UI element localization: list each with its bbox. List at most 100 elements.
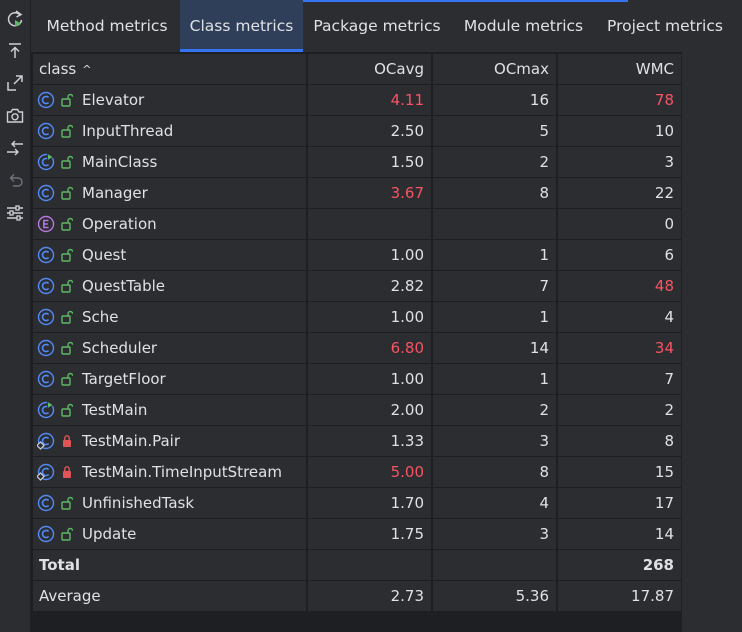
ocavg-cell: 2.50 <box>308 116 431 146</box>
class-cell: MainClass <box>33 147 306 177</box>
ocavg-value: 1.00 <box>390 370 424 388</box>
ocavg-cell: 1.00 <box>308 302 431 332</box>
class-cell: Sche <box>33 302 306 332</box>
table-row[interactable]: TestMain 2.00 2 2 <box>31 395 682 425</box>
ocmax-cell: 1 <box>433 302 556 332</box>
table-row[interactable]: TestMain.TimeInputStream 5.00 8 15 <box>31 457 682 487</box>
ocmax-value: 4 <box>539 494 549 512</box>
ocavg-cell: 1.33 <box>308 426 431 456</box>
ocmax-cell: 1 <box>433 364 556 394</box>
class-icon <box>37 277 55 295</box>
total-row-ocavg-value <box>424 556 431 574</box>
class-icon <box>37 246 55 264</box>
table-row[interactable]: QuestTable 2.82 7 48 <box>31 271 682 301</box>
total-row-label-cell: Total <box>33 550 306 580</box>
table-row[interactable]: MainClass 1.50 2 3 <box>31 147 682 177</box>
column-header-ocavg-label: OCavg <box>374 60 424 78</box>
wmc-value: 0 <box>664 215 674 233</box>
column-header-ocmax[interactable]: OCmax <box>433 54 556 84</box>
table-row[interactable]: Quest 1.00 1 6 <box>31 240 682 270</box>
tab-method-metrics[interactable]: Method metrics <box>46 17 168 35</box>
class-name: Manager <box>82 184 148 202</box>
table-row[interactable]: TargetFloor 1.00 1 7 <box>31 364 682 394</box>
class-cell: InputThread <box>33 116 306 146</box>
average-row-wmc-value: 17.87 <box>631 587 674 605</box>
tab-class-metrics[interactable]: Class metrics <box>180 0 303 52</box>
average-row-label-cell: Average <box>33 581 306 611</box>
table-row[interactable]: Update 1.75 3 14 <box>31 519 682 549</box>
class-icon <box>37 184 55 202</box>
wmc-value: 10 <box>654 122 674 140</box>
ocmax-cell: 8 <box>433 457 556 487</box>
wmc-value: 2 <box>664 401 674 419</box>
settings-icon[interactable] <box>5 203 25 223</box>
class-icon <box>37 339 55 357</box>
expand-icon[interactable] <box>5 73 25 93</box>
table-row[interactable]: InputThread 2.50 5 10 <box>31 116 682 146</box>
tab-bar-accent <box>216 0 628 2</box>
ocavg-cell: 1.00 <box>308 240 431 270</box>
ocmax-value <box>549 215 556 233</box>
average-row-ocmax-cell: 5.36 <box>433 581 556 611</box>
table-row[interactable]: Sche 1.00 1 4 <box>31 302 682 332</box>
class-cell: Scheduler <box>33 333 306 363</box>
table-header: class ^ OCavg OCmax WMC <box>31 54 682 84</box>
table-row[interactable]: UnfinishedTask 1.70 4 17 <box>31 488 682 518</box>
rerun-icon[interactable] <box>5 9 25 29</box>
ocavg-value: 1.50 <box>390 153 424 171</box>
ocmax-cell: 1 <box>433 240 556 270</box>
class-name: Scheduler <box>82 339 158 357</box>
ocmax-cell: 4 <box>433 488 556 518</box>
tab-module-metrics[interactable]: Module metrics <box>463 17 584 35</box>
wmc-value: 14 <box>654 525 674 543</box>
class-icon <box>37 525 55 543</box>
class-name: Sche <box>82 308 119 326</box>
class-cell: Quest <box>33 240 306 270</box>
average-row-ocavg-value: 2.73 <box>390 587 424 605</box>
ocmax-cell: 16 <box>433 85 556 115</box>
class-name: Elevator <box>82 91 145 109</box>
ocavg-cell: 1.70 <box>308 488 431 518</box>
column-header-ocavg[interactable]: OCavg <box>308 54 431 84</box>
public-lock-icon <box>61 341 73 355</box>
table-row[interactable]: Operation 0 <box>31 209 682 239</box>
compare-icon[interactable] <box>5 138 25 158</box>
column-header-wmc-label: WMC <box>635 60 674 78</box>
ocmax-value: 2 <box>539 153 549 171</box>
wmc-value: 7 <box>664 370 674 388</box>
class-name: TargetFloor <box>82 370 166 388</box>
average-row-ocmax-value: 5.36 <box>515 587 549 605</box>
wmc-cell: 8 <box>558 426 681 456</box>
public-lock-icon <box>61 186 73 200</box>
ocmax-cell: 3 <box>433 519 556 549</box>
average-row-wmc-cell: 17.87 <box>558 581 681 611</box>
table-row[interactable]: TestMain.Pair 1.33 3 8 <box>31 426 682 456</box>
wmc-cell: 78 <box>558 85 681 115</box>
public-lock-icon <box>61 372 73 386</box>
wmc-cell: 48 <box>558 271 681 301</box>
camera-icon[interactable] <box>5 106 25 126</box>
wmc-value: 17 <box>654 494 674 512</box>
tab-project-metrics[interactable]: Project metrics <box>607 17 723 35</box>
ocmax-cell: 5 <box>433 116 556 146</box>
table-row[interactable]: Manager 3.67 8 22 <box>31 178 682 208</box>
class-cell: TestMain.Pair <box>33 426 306 456</box>
tab-package-metrics[interactable]: Package metrics <box>313 17 441 35</box>
class-icon <box>37 494 55 512</box>
wmc-value: 22 <box>654 184 674 202</box>
total-row-ocmax-value <box>549 556 556 574</box>
total-row-wmc-value: 268 <box>642 556 674 574</box>
ocmax-value: 2 <box>539 401 549 419</box>
ocavg-value: 2.00 <box>390 401 424 419</box>
column-header-class[interactable]: class ^ <box>33 54 306 84</box>
column-header-wmc[interactable]: WMC <box>558 54 681 84</box>
table-row[interactable]: Scheduler 6.80 14 34 <box>31 333 682 363</box>
ocmax-cell: 2 <box>433 395 556 425</box>
ocavg-value: 2.82 <box>390 277 424 295</box>
table-row[interactable]: Elevator 4.11 16 78 <box>31 85 682 115</box>
ocavg-value: 1.00 <box>390 308 424 326</box>
total-row-wmc-cell: 268 <box>558 550 681 580</box>
ocavg-value: 1.33 <box>390 432 424 450</box>
ocmax-cell <box>433 209 556 239</box>
export-icon[interactable] <box>5 41 25 61</box>
